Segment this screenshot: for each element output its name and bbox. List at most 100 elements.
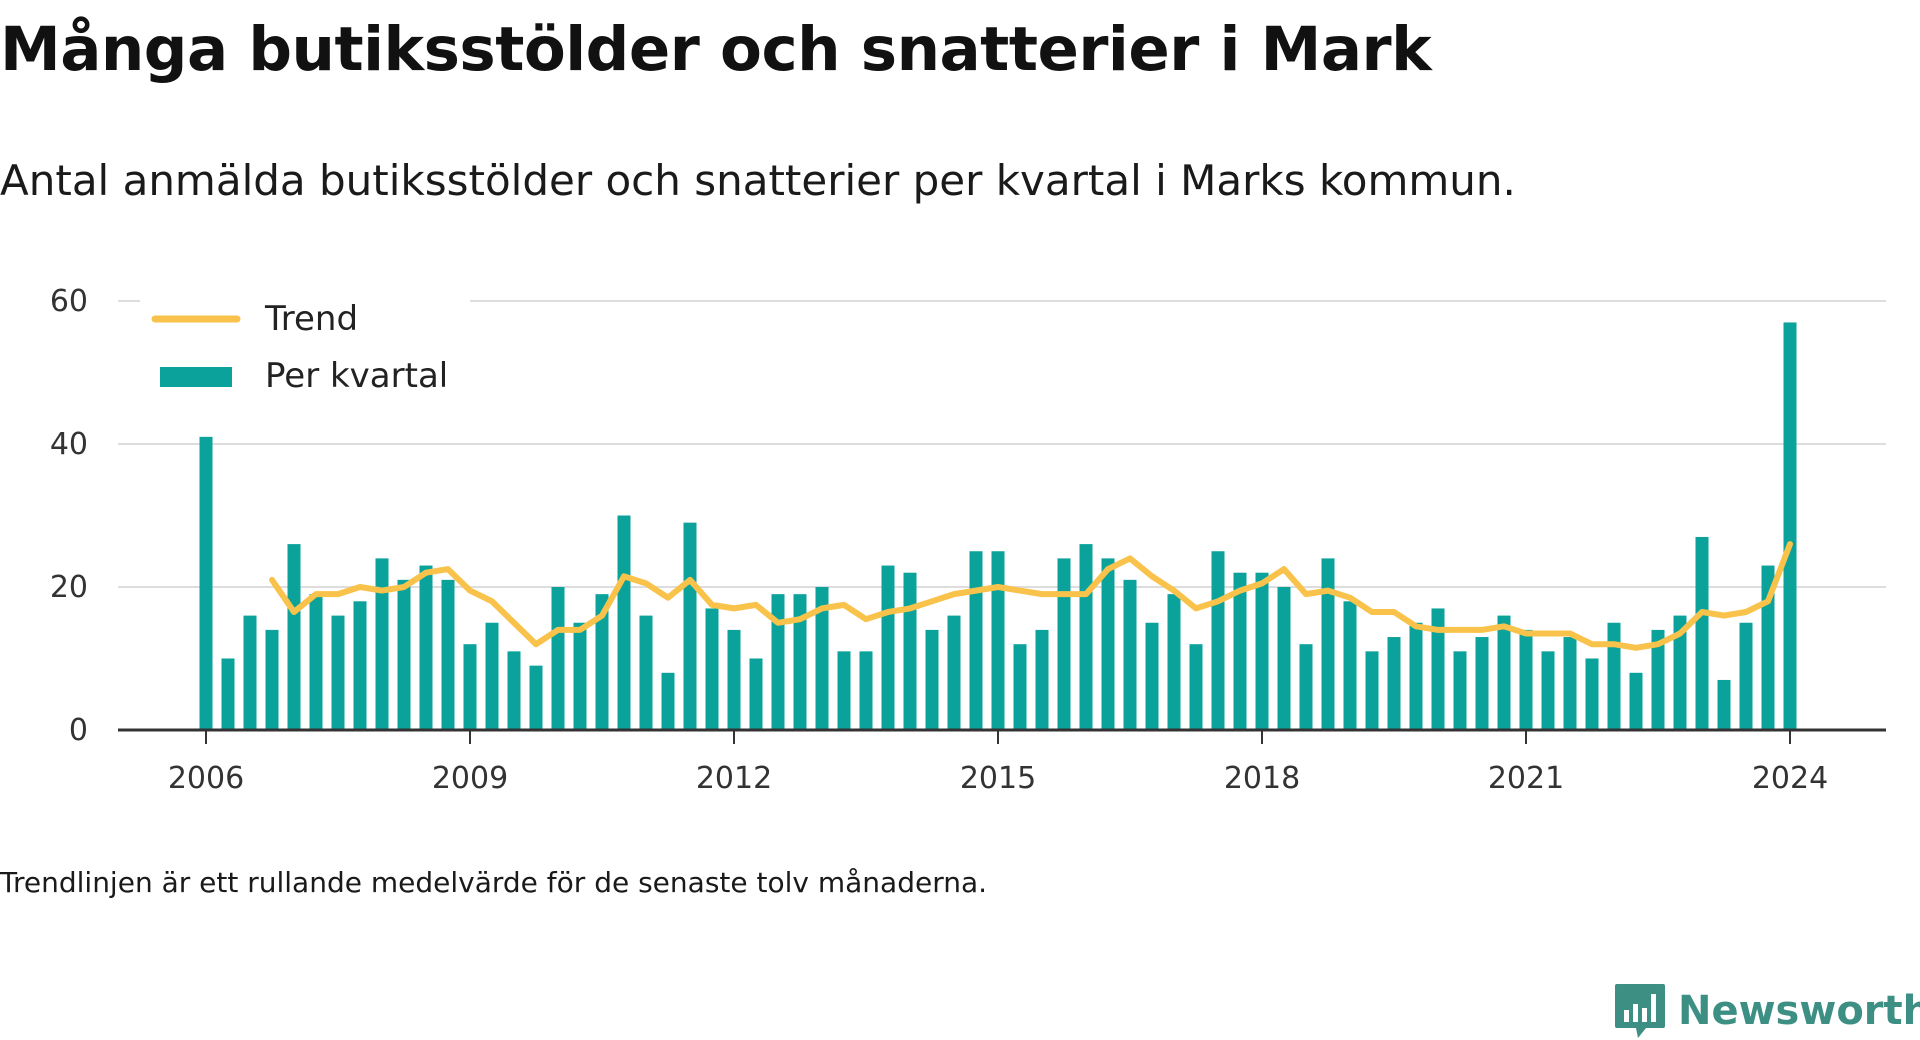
- bar: [419, 565, 433, 730]
- trend-line-group: [269, 541, 1793, 651]
- brand-name: Newsworthy: [1678, 988, 1920, 1034]
- bar: [485, 622, 499, 730]
- bar: [1079, 544, 1093, 730]
- bar: [1563, 637, 1577, 730]
- legend-bar-swatch: [160, 367, 232, 387]
- bar: [1277, 587, 1291, 730]
- bar: [353, 601, 367, 730]
- bar: [1013, 644, 1027, 730]
- bar: [1673, 615, 1687, 730]
- bar: [441, 579, 455, 730]
- bar: [1541, 651, 1555, 730]
- bar: [573, 622, 587, 730]
- bar: [1409, 622, 1423, 730]
- bar: [1211, 551, 1225, 730]
- bar: [639, 615, 653, 730]
- bar: [661, 672, 675, 730]
- bar: [287, 544, 301, 730]
- bar: [925, 629, 939, 730]
- x-tick-label: 2006: [168, 761, 244, 796]
- bars: [199, 322, 1797, 730]
- bar: [1233, 572, 1247, 730]
- bar: [1497, 615, 1511, 730]
- bar: [1717, 679, 1731, 730]
- bar: [749, 658, 763, 730]
- bar: [397, 579, 411, 730]
- bar: [331, 615, 345, 730]
- y-axis-ticks: 0 20 40 60: [50, 284, 88, 748]
- bar: [903, 572, 917, 730]
- trend-line: [269, 541, 1793, 651]
- x-tick-label: 2018: [1224, 761, 1300, 796]
- bar: [1453, 651, 1467, 730]
- bar: [529, 665, 543, 730]
- bar: [1585, 658, 1599, 730]
- bar: [1343, 601, 1357, 730]
- bar: [1145, 622, 1159, 730]
- chart: 0 20 40 60 2006 2009 2012 2015 2018 2021 2024 Tre…: [50, 284, 1886, 796]
- x-tick-label: 2015: [960, 761, 1036, 796]
- bar: [1035, 629, 1049, 730]
- footnote: Trendlinjen är ett rullande medelvärde f…: [0, 866, 988, 899]
- bar: [199, 436, 213, 730]
- bar: [837, 651, 851, 730]
- bar: [1629, 672, 1643, 730]
- x-tick-label: 2009: [432, 761, 508, 796]
- newsworthy-logo-icon: [1615, 984, 1665, 1038]
- x-axis: 2006 2009 2012 2015 2018 2021 2024: [118, 728, 1886, 796]
- bar: [1387, 637, 1401, 730]
- bar: [507, 651, 521, 730]
- bar: [947, 615, 961, 730]
- bar: [1475, 637, 1489, 730]
- x-tick-label: 2012: [696, 761, 772, 796]
- bar: [683, 522, 697, 730]
- bar: [705, 608, 719, 730]
- bar: [1255, 572, 1269, 730]
- bar: [595, 594, 609, 730]
- bar: [1123, 579, 1137, 730]
- legend: Trend Per kvartal: [140, 294, 470, 404]
- chart-title: Många butiksstölder och snatterier i Mar…: [0, 14, 1432, 85]
- bar: [1783, 322, 1797, 730]
- bar: [617, 515, 631, 730]
- y-tick-label: 40: [50, 427, 88, 462]
- bar: [727, 629, 741, 730]
- bar: [1057, 558, 1071, 730]
- bar: [1189, 644, 1203, 730]
- bar: [991, 551, 1005, 730]
- bar: [1299, 644, 1313, 730]
- bar: [463, 644, 477, 730]
- bar: [1761, 565, 1775, 730]
- bar: [1607, 622, 1621, 730]
- bar: [771, 594, 785, 730]
- bar: [1321, 558, 1335, 730]
- bar: [1651, 629, 1665, 730]
- bar: [221, 658, 235, 730]
- bar: [793, 594, 807, 730]
- bar: [551, 587, 565, 730]
- chart-subtitle: Antal anmälda butiksstölder och snatteri…: [0, 156, 1516, 205]
- bar: [1101, 558, 1115, 730]
- bar: [881, 565, 895, 730]
- bar: [815, 587, 829, 730]
- bar: [265, 629, 279, 730]
- bar: [969, 551, 983, 730]
- y-tick-label: 20: [50, 570, 88, 605]
- bar: [1365, 651, 1379, 730]
- bar: [375, 558, 389, 730]
- legend-bar-label: Per kvartal: [265, 356, 448, 396]
- y-tick-label: 60: [50, 284, 88, 319]
- bar: [1739, 622, 1753, 730]
- bar: [1519, 629, 1533, 730]
- bar: [243, 615, 257, 730]
- bar: [859, 651, 873, 730]
- bar: [1167, 594, 1181, 730]
- bar: [309, 594, 323, 730]
- x-tick-label: 2024: [1752, 761, 1828, 796]
- x-tick-label: 2021: [1488, 761, 1564, 796]
- bar: [1431, 608, 1445, 730]
- y-tick-label: 0: [69, 713, 88, 748]
- legend-trend-label: Trend: [264, 299, 358, 339]
- newsworthy-logo[interactable]: Newsworthy: [1614, 982, 1920, 1040]
- bar: [1695, 536, 1709, 730]
